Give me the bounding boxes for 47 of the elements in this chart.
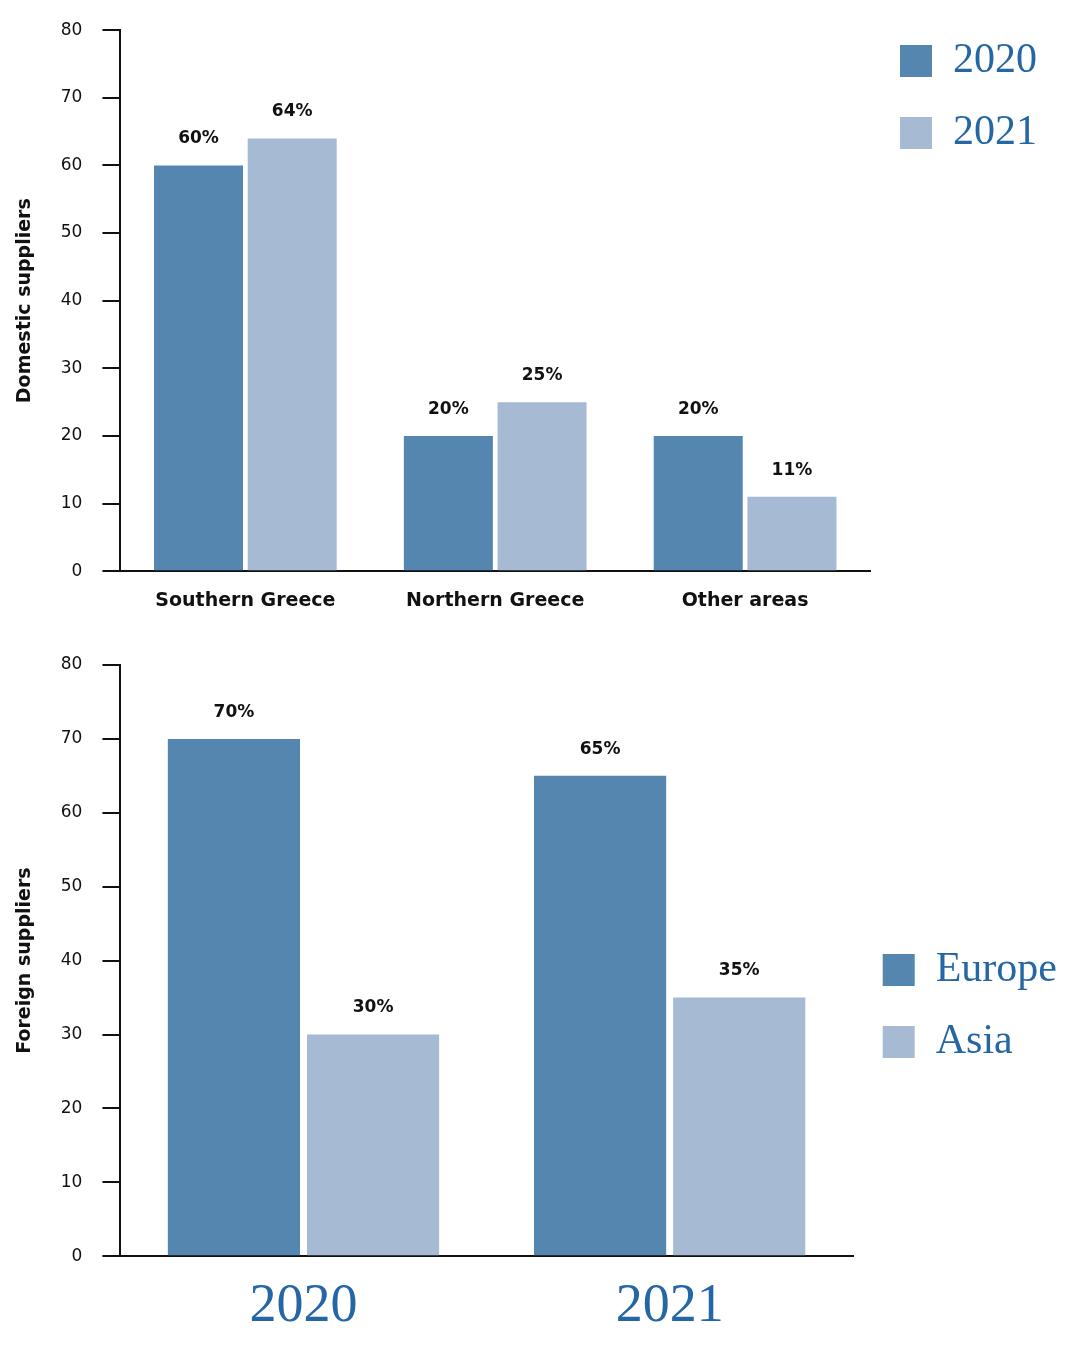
y-tick-label: 0 xyxy=(71,1244,83,1265)
bar xyxy=(653,435,743,571)
data-label: 20% xyxy=(428,397,469,418)
data-label: 64% xyxy=(271,100,313,121)
y-tick-label: 50 xyxy=(60,875,83,896)
legend-label: Asia xyxy=(935,1016,1014,1063)
y-tick-label: 10 xyxy=(60,1170,83,1191)
bar xyxy=(306,1034,440,1256)
bar xyxy=(167,738,301,1256)
y-tick-label: 60 xyxy=(60,153,83,174)
data-label: 70% xyxy=(213,700,255,721)
bar xyxy=(533,775,667,1256)
y-axis-title: Domestic suppliers xyxy=(12,198,35,404)
y-tick-label: 70 xyxy=(60,86,83,107)
data-label: 30% xyxy=(352,996,394,1017)
data-label: 25% xyxy=(521,364,563,385)
y-tick-label: 10 xyxy=(60,492,83,512)
y-axis-title: Foreign suppliers xyxy=(12,867,35,1054)
bar xyxy=(403,435,493,571)
y-tick-label: 20 xyxy=(60,424,83,445)
x-tick-label: Southern Greece xyxy=(155,587,336,610)
y-tick-label: 80 xyxy=(60,653,83,674)
legend-label: 2021 xyxy=(953,107,1037,154)
bar xyxy=(154,165,244,571)
bar xyxy=(247,138,337,571)
bar xyxy=(673,997,806,1256)
y-tick-label: 20 xyxy=(60,1096,83,1117)
y-tick-label: 30 xyxy=(60,356,83,377)
data-label: 60% xyxy=(178,127,219,148)
y-tick-label: 50 xyxy=(60,221,83,242)
y-tick-label: 0 xyxy=(71,559,83,580)
y-tick-label: 80 xyxy=(60,18,83,39)
x-tick-label: Other areas xyxy=(681,587,809,610)
y-tick-label: 40 xyxy=(60,289,83,310)
bar xyxy=(497,402,587,571)
y-tick-label: 40 xyxy=(60,949,83,970)
data-label: 11% xyxy=(771,458,813,479)
data-label: 20% xyxy=(677,397,719,418)
x-tick-label: Northern Greece xyxy=(406,587,585,610)
bar xyxy=(747,496,837,571)
y-tick-label: 30 xyxy=(60,1022,83,1043)
y-tick-label: 60 xyxy=(60,801,83,822)
data-label: 35% xyxy=(718,959,760,980)
legend-label: Europe xyxy=(935,944,1058,991)
data-label: 65% xyxy=(579,737,621,758)
y-tick-label: 70 xyxy=(60,727,83,748)
legend-label: 2020 xyxy=(953,35,1037,82)
